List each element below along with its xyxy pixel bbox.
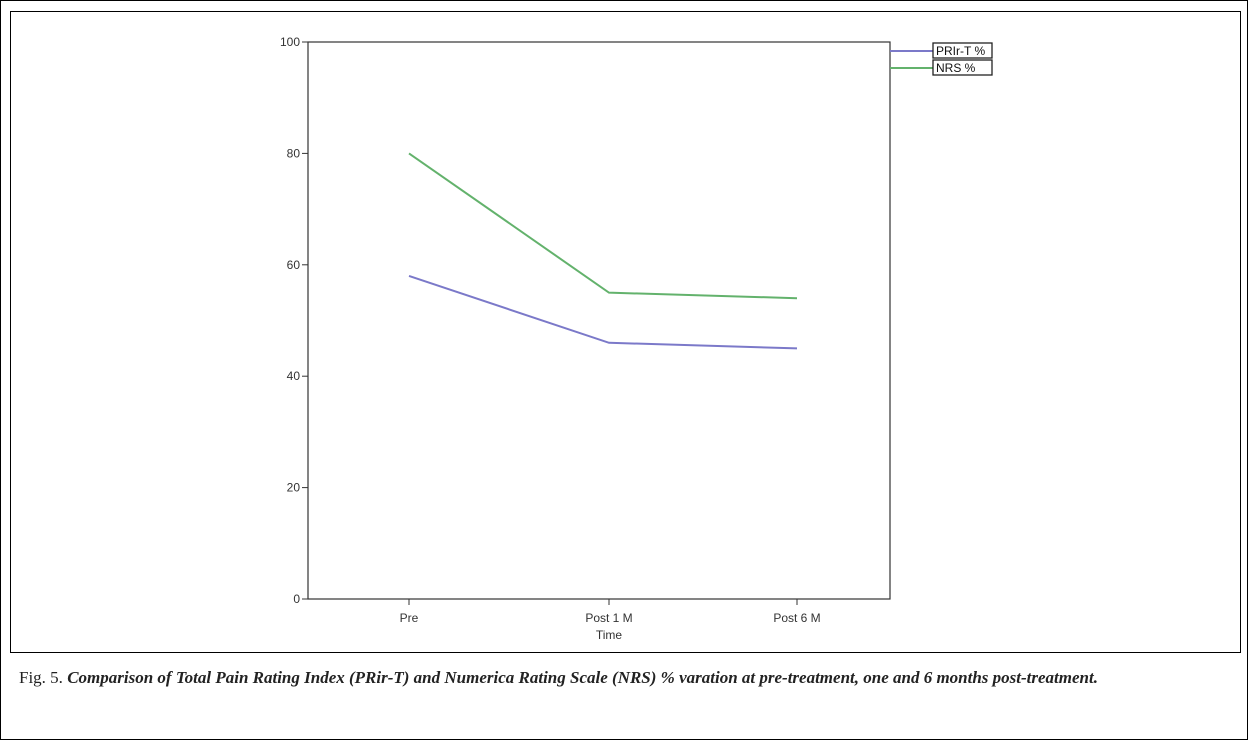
line-chart: 0 20 40 60 80 100 Pre Post 1 M Post 6 M Time PRIr…	[280, 35, 993, 642]
legend-label-box	[932, 59, 993, 76]
chart-panel: 0 20 40 60 80 100 Pre Post 1 M Post 6 M Time PRIr…	[10, 11, 1241, 653]
series-line	[408, 152, 798, 300]
series-line	[408, 274, 798, 350]
legend-label: PRIr-T %	[936, 44, 985, 58]
legend-label: NRS %	[936, 61, 976, 75]
legend: PRIr-T % NRS %	[890, 42, 993, 76]
y-tick-label: 20	[287, 481, 301, 495]
y-tick-label: 40	[287, 369, 301, 383]
x-axis-title: Time	[596, 628, 623, 642]
figure-caption: Fig. 5. Comparison of Total Pain Rating …	[19, 664, 1234, 691]
y-tick-label: 100	[280, 35, 300, 49]
caption-divider	[10, 652, 1241, 653]
x-tick-label: Post 1 M	[585, 611, 632, 625]
caption-label: Fig. 5.	[19, 668, 63, 687]
y-tick-label: 0	[293, 592, 300, 606]
legend-label-box	[932, 42, 993, 59]
caption-text: Comparison of Total Pain Rating Index (P…	[67, 668, 1098, 687]
axes: 0 20 40 60 80 100 Pre Post 1 M Post 6 M Time	[280, 35, 891, 642]
x-tick-label: Post 6 M	[773, 611, 820, 625]
x-tick-label: Pre	[400, 611, 419, 625]
plot-area-frame	[307, 41, 891, 600]
y-tick-label: 80	[287, 146, 301, 160]
y-tick-label: 60	[287, 258, 301, 272]
series-lines	[408, 152, 798, 350]
